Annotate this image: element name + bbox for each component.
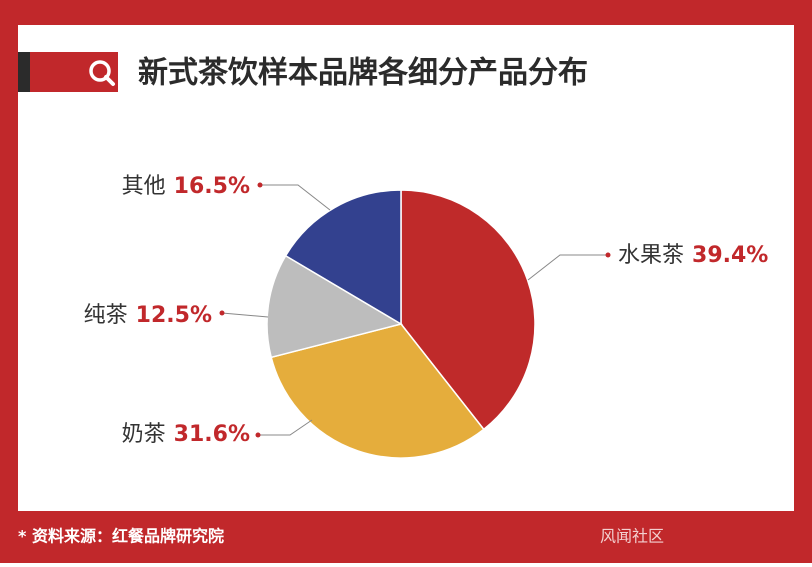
leader-dot	[605, 252, 611, 258]
leader-line	[260, 184, 331, 211]
title-bar-red	[30, 52, 118, 92]
slice-label: 奶茶 31.6%	[122, 422, 250, 447]
leader-line	[527, 254, 608, 281]
value-label: 12.5%	[136, 303, 212, 328]
value-label: 16.5%	[174, 174, 250, 199]
pie-slice	[284, 189, 402, 326]
pie-slice	[270, 323, 485, 459]
title-bar-dark	[18, 52, 30, 92]
leader-dot	[219, 310, 225, 316]
slice-label: 其他 16.5%	[122, 174, 250, 199]
leader-dot	[255, 432, 261, 438]
leader-dot	[257, 182, 263, 188]
leader-line	[221, 312, 269, 318]
pie-slice	[400, 189, 536, 431]
watermark: 风闻社区	[600, 527, 664, 546]
search-icon	[89, 60, 115, 86]
value-label: 31.6%	[174, 422, 250, 447]
chart-title: 新式茶饮样本品牌各细分产品分布	[138, 56, 588, 91]
leader-line	[258, 419, 313, 436]
slice-label: 水果茶 39.4%	[618, 243, 768, 268]
category-label: 奶茶	[122, 422, 166, 447]
value-label: 39.4%	[692, 243, 768, 268]
category-label: 其他	[122, 174, 166, 199]
source: * 资料来源：红餐品牌研究院	[18, 527, 224, 546]
pie-slice	[266, 254, 403, 359]
slice-label: 纯茶 12.5%	[84, 303, 212, 328]
category-label: 纯茶	[84, 303, 128, 328]
category-label: 水果茶	[618, 243, 684, 268]
